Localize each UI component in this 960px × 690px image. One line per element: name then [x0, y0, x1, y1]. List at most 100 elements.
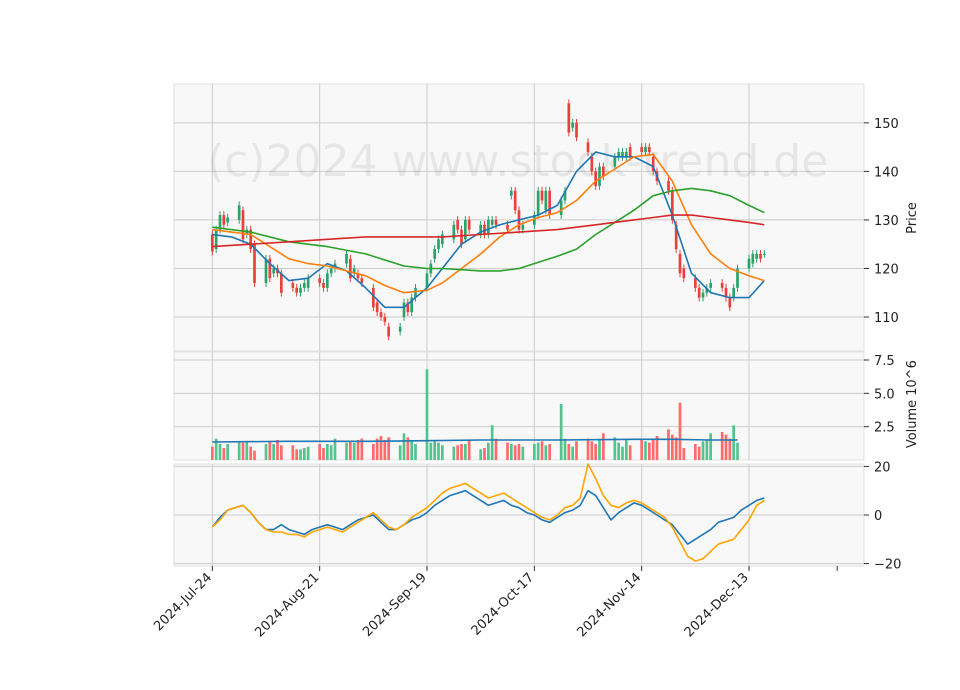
candle-body — [268, 258, 272, 279]
volume-bar — [701, 441, 705, 460]
volume-bar — [563, 438, 567, 460]
volume-bar — [705, 440, 709, 460]
volume-bar — [513, 445, 517, 460]
candle-body — [486, 219, 490, 235]
volume-bar — [724, 434, 728, 460]
candle-body — [490, 219, 494, 225]
price-axis-label: Price — [905, 202, 920, 234]
x-tick-label: 2024-Aug-21 — [252, 570, 322, 640]
candle-body — [755, 253, 759, 259]
candle-body — [375, 302, 379, 313]
candle-body — [601, 166, 605, 177]
volume-bar — [678, 402, 682, 460]
volume-bar — [732, 425, 736, 460]
candle-body — [670, 190, 674, 220]
candle-body — [345, 253, 348, 264]
volume-bar — [586, 438, 590, 460]
volume-bar — [621, 446, 624, 460]
candle-body — [460, 229, 463, 245]
candle-body — [709, 283, 713, 288]
y-tick-label: 130 — [874, 214, 899, 229]
volume-bar — [402, 433, 406, 460]
candle-body — [456, 219, 460, 230]
volume-bar — [237, 441, 241, 460]
volume-axis-label: Volume — [905, 400, 920, 448]
candle-body — [325, 273, 329, 288]
volume-bar — [709, 433, 713, 460]
volume-bar — [352, 442, 356, 460]
y-tick-label: 7.5 — [874, 354, 895, 369]
volume-bar — [348, 441, 352, 460]
candle-body — [463, 219, 467, 240]
volume-bar — [429, 442, 433, 460]
volume-bar — [667, 429, 670, 460]
candle-body — [467, 219, 471, 230]
volume-bar — [345, 442, 348, 460]
y-tick-label: 5.0 — [874, 387, 895, 402]
volume-bar — [494, 438, 498, 460]
volume-bar — [544, 445, 548, 460]
volume-bar — [264, 444, 268, 460]
volume-bar — [598, 438, 601, 460]
candle-body — [402, 302, 406, 318]
volume-bar — [536, 442, 540, 460]
candle-body — [509, 190, 513, 196]
candle-body — [506, 224, 509, 230]
volume-bar — [433, 440, 437, 460]
volume-bar — [218, 444, 222, 460]
candle-body — [494, 219, 498, 225]
volume-bar — [253, 450, 256, 460]
candle-body — [621, 151, 624, 157]
candle-body — [241, 210, 245, 240]
volume-bar — [644, 441, 647, 460]
volume-bar — [540, 441, 544, 460]
candle-body — [678, 253, 682, 274]
volume-bar — [613, 437, 617, 460]
volume-bar — [697, 446, 701, 460]
volume-bar — [736, 442, 739, 460]
candle-body — [613, 156, 617, 167]
candle-body — [667, 181, 670, 191]
candle-body — [253, 244, 256, 284]
candle-body — [521, 224, 525, 230]
x-tick-label: 2024-Sep-19 — [360, 570, 430, 640]
candle-body — [279, 273, 283, 293]
volume-bar — [567, 444, 571, 460]
candle-body — [617, 151, 621, 157]
volume-bar — [325, 444, 329, 460]
candle-body — [736, 268, 739, 288]
volume-average-line — [212, 438, 738, 443]
candle-body — [532, 215, 536, 225]
y-tick-label: 0 — [874, 509, 882, 524]
volume-bar — [329, 445, 333, 460]
moving-average-line — [212, 153, 765, 294]
volume-bar — [322, 448, 325, 460]
volume-marks — [210, 369, 739, 460]
candle-body — [544, 190, 548, 211]
candle-body — [590, 156, 594, 172]
candle-body — [406, 302, 410, 313]
x-tick-label: 2024-Jul-24 — [151, 570, 215, 634]
candle-body — [536, 190, 540, 216]
volume-bar — [375, 438, 379, 460]
oscillator-marks — [211, 463, 765, 562]
candle-body — [598, 166, 601, 186]
candle-body — [306, 278, 310, 288]
candle-body — [732, 287, 736, 298]
candle-body — [348, 258, 352, 279]
volume-bar — [628, 445, 632, 460]
volume-bar — [521, 446, 525, 460]
volume-bar — [506, 442, 509, 460]
volume-bar — [728, 438, 732, 460]
candle-body — [640, 147, 644, 152]
candle-body — [628, 147, 632, 157]
candle-body — [226, 217, 230, 223]
volume-bar — [210, 446, 214, 460]
volume-bar — [406, 437, 410, 460]
volume-bar — [651, 440, 655, 460]
candle-body — [437, 239, 440, 250]
volume-bar — [624, 440, 628, 460]
volume-bar — [333, 438, 337, 460]
volume-bar — [452, 446, 456, 460]
volume-bar — [299, 449, 302, 460]
